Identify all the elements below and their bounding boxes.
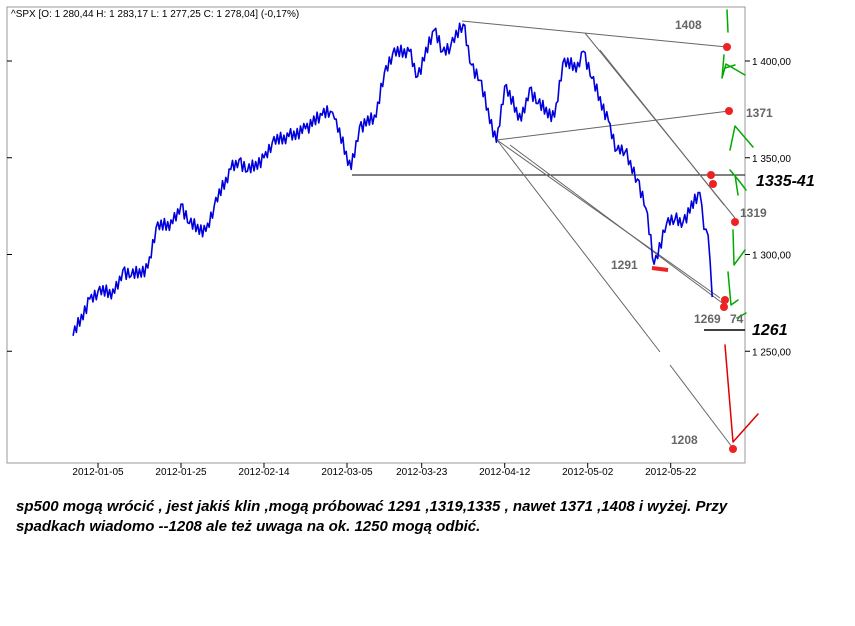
target-marker — [709, 180, 717, 188]
x-tick-label: 2012-01-05 — [72, 467, 124, 478]
level-label: 1291 — [611, 258, 638, 272]
bullish-path-segment — [724, 64, 736, 69]
channel-down-line-2 — [669, 364, 733, 448]
target-marker — [707, 171, 715, 179]
x-tick-label: 2012-05-02 — [562, 467, 614, 478]
resistance-line-1371 — [496, 110, 730, 141]
wedge-upper-inner-line — [599, 49, 725, 206]
level-label: 1335-41 — [756, 173, 815, 190]
y-tick-label: 1 250,00 — [752, 347, 791, 358]
bullish-path-segment — [732, 229, 746, 266]
x-tick-label: 2012-03-05 — [321, 467, 373, 478]
level-labels: 1408 1371 1335-41 1319 1291 1269 74 1261 1208 — [611, 18, 815, 447]
price-chart: ^SPX [O: 1 280,44 H: 1 283,17 L: 1 277,2… — [6, 6, 815, 478]
x-tick-label: 2012-04-12 — [479, 467, 531, 478]
analysis-caption: sp500 mogą wrócić , jest jakiś klin ,mog… — [16, 498, 728, 535]
target-marker — [720, 303, 728, 311]
x-tick-label: 2012-02-14 — [238, 467, 290, 478]
target-marker — [725, 107, 733, 115]
x-axis: 2012-01-05 2012-01-25 2012-02-14 2012-03-05… — [72, 463, 697, 478]
level-label: 74 — [730, 312, 744, 326]
bearish-path — [724, 344, 759, 443]
plot-area — [6, 6, 746, 464]
x-tick-label: 2012-05-22 — [645, 467, 697, 478]
x-tick-label: 2012-01-25 — [155, 467, 207, 478]
bullish-path-segment — [729, 169, 747, 191]
y-tick-label: 1 400,00 — [752, 57, 791, 68]
level-label: 1319 — [740, 206, 767, 220]
chart-title: ^SPX [O: 1 280,44 H: 1 283,17 L: 1 277,2… — [11, 9, 299, 20]
level-label: 1261 — [752, 322, 788, 339]
y-tick-label: 1 350,00 — [752, 154, 791, 165]
price-series — [72, 22, 713, 336]
bullish-path-segment — [726, 9, 729, 33]
y-axis: 1 250,00 1 300,00 1 350,00 1 400,00 — [7, 57, 791, 358]
target-marker — [729, 445, 737, 453]
wedge-lower-line — [496, 139, 721, 299]
bullish-path-segment — [736, 312, 747, 319]
marker-1291-cluster — [651, 266, 669, 272]
level-label: 1371 — [746, 106, 773, 120]
target-markers — [707, 43, 739, 453]
target-marker — [723, 43, 731, 51]
y-tick-label: 1 300,00 — [752, 251, 791, 262]
bullish-path-segment — [734, 174, 739, 196]
bullish-path-segment — [729, 125, 754, 151]
analysis-overlays — [352, 9, 759, 448]
resistance-line-1408 — [461, 20, 728, 48]
bullish-path-segment — [721, 54, 746, 79]
wedge-lower-inner-line — [509, 144, 726, 306]
target-marker — [731, 218, 739, 226]
channel-down-line — [496, 139, 661, 353]
level-label: 1208 — [671, 433, 698, 447]
price-line — [72, 22, 713, 336]
level-label: 1269 — [694, 312, 721, 326]
target-marker — [721, 296, 729, 304]
bullish-path-segment — [727, 271, 739, 306]
level-label: 1408 — [675, 18, 702, 32]
x-tick-label: 2012-03-23 — [396, 467, 448, 478]
